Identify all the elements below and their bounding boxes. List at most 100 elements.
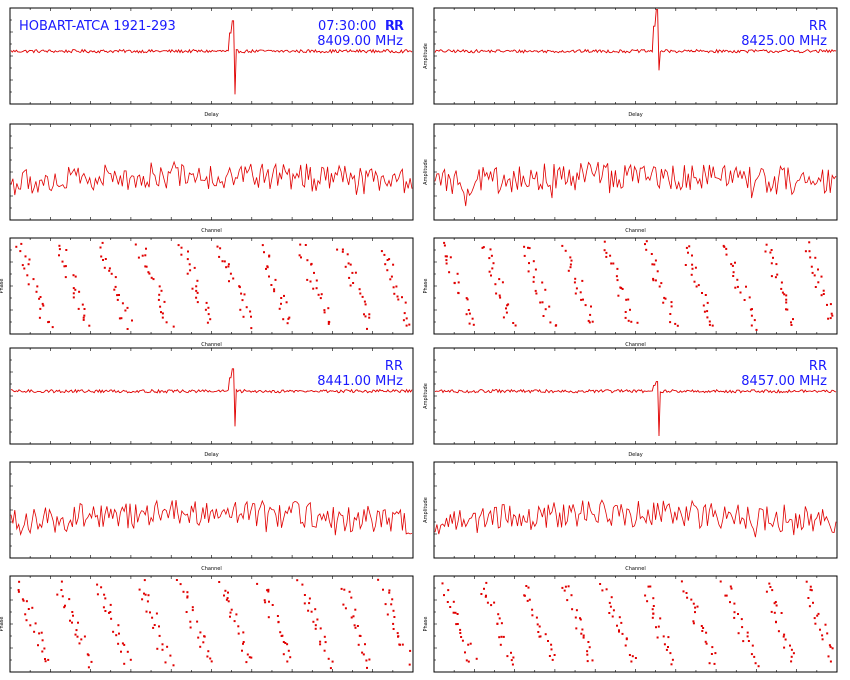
panel-phase-band2-point [227,591,229,594]
panel-phase-band2-point [100,586,103,589]
panel-delay-band3-frame [433,347,838,445]
panel-phase-band2-ylabel: Phase [0,617,5,632]
panel-phase-band1-point [690,273,693,276]
panel-phase-band2-point [354,608,357,611]
panel-phase-band2-point [76,635,79,638]
panel-phase-band0-point [404,301,407,304]
panel-delay-band2-frame [9,347,414,445]
panel-phase-band2-point [343,588,346,591]
panel-delay-band2-xlabel: Delay [204,452,218,458]
panel-phase-band3-point [525,585,528,587]
panel-delay-band0-annotation-0: RR [385,19,403,34]
panel-phase-band0-point [114,285,117,288]
panel-phase-band2-point [286,660,289,663]
panel-phase-band0-point [64,276,67,279]
panel-phase-band0-point [144,265,147,268]
panel-phase-band0-point [243,293,246,296]
panel-phase-band0-point [26,274,29,277]
panel-phase-band1-point [569,263,572,266]
panel-phase-band1-point [542,315,545,317]
panel-phase-band0-point [298,254,301,257]
panel-phase-band2-point [182,590,185,593]
panel-phase-band3-point [701,630,704,632]
panel-phase-band0-point [126,306,129,309]
panel-phase-band1-ylabel: Phase [423,279,429,294]
panel-phase-band1-point [694,266,697,269]
panel-phase-band2-point [281,634,284,637]
panel-phase-band0-point [64,265,67,268]
panel-phase-band2-point [34,622,37,625]
panel-phase-band3-point [575,609,578,612]
panel-phase-band3-point [454,611,457,614]
panel-phase-band1-point [786,308,789,311]
panel-phase-band2-point [31,606,34,609]
panel-phase-band3-point [467,660,470,663]
panel-phase-band3-point [821,634,824,637]
panel-phase-band3-point [740,618,743,621]
panel-phase-band0-point [238,285,241,288]
panel-phase-band0-point [310,263,313,266]
panel-phase-band2-point [120,650,122,653]
panel-phase-band3-point [680,580,683,583]
panel-phase-band0-point [268,254,271,257]
panel-phase-band1-point [544,288,547,291]
panel-phase-band3-point [567,585,570,588]
panel-phase-band2-point [267,588,270,591]
panel-phase-band0-point [42,304,45,307]
panel-phase-band0-point [82,318,85,321]
panel-phase-band3-point [582,636,585,639]
panel-phase-band0-point [358,288,361,291]
panel-phase-band3-point [601,589,604,592]
panel-amplitude-band3-trace [434,499,837,538]
panel-phase-band2-point [146,600,149,603]
panel-phase-band1-point [814,286,817,288]
panel-phase-band2-point [123,643,126,646]
panel-phase-band3-point [663,643,666,646]
panel-phase-band0-point [82,316,85,319]
panel-phase-band1-point [731,264,734,267]
panel-phase-band1-point [645,248,648,251]
panel-phase-band2-point [396,632,399,635]
panel-phase-band1-point [555,324,558,327]
panel-phase-band3-point [771,589,774,592]
panel-phase-band2-point [227,600,230,603]
panel-phase-band3-point [449,606,452,608]
panel-phase-band3-point [808,605,811,608]
panel-phase-band0-point [110,272,113,275]
panel-phase-band2-point [87,666,90,669]
panel-phase-band3-point [455,623,458,626]
panel-phase-band2-point [256,582,259,585]
panel-phase-band3-point [742,640,745,643]
panel-phase-band3-point [827,655,830,658]
panel-phase-band0-point [225,266,228,269]
panel-phase-band3-point [499,643,502,646]
panel-phase-band0-point [191,287,194,290]
panel-phase-band0-point [320,293,323,296]
panel-phase-band1-point [669,313,672,315]
panel-phase-band2-point [189,620,192,623]
panel-phase-band1-point [488,257,491,260]
panel-phase-band1-point [769,251,772,254]
panel-phase-band3-point [782,635,785,638]
panel-phase-band0-point [180,246,183,249]
panel-phase-band1-point [570,259,573,262]
panel-phase-band0-point [131,319,133,322]
panel-phase-band0-point [186,272,189,275]
panel-phase-band3-point [621,632,624,635]
panel-phase-band2-point [77,621,79,624]
panel-phase-band3-point [631,655,634,658]
panel-phase-band3-point [805,580,808,583]
panel-phase-band1-point [625,298,628,301]
panel-phase-band0-point [266,266,269,269]
panel-phase-band3-point [813,617,816,620]
panel-phase-band0-point [221,260,224,263]
panel-phase-band0-point [24,255,27,258]
panel-phase-band1-point [810,265,813,268]
panel-phase-band2-point [382,588,384,591]
panel-phase-band1-point [770,262,773,265]
panel-phase-band0-point [223,260,226,263]
panel-phase-band2-point [83,635,86,638]
panel-phase-band2-point [129,658,132,661]
panel-phase-band1-point [691,263,694,266]
panel-phase-band0-point [315,279,318,282]
